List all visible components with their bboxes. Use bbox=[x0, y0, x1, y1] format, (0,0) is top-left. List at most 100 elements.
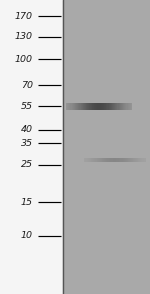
Bar bbox=[120, 103, 121, 110]
Bar bbox=[86, 158, 87, 162]
Bar bbox=[141, 158, 142, 162]
Bar bbox=[102, 103, 103, 110]
Bar bbox=[93, 103, 94, 110]
Bar bbox=[79, 103, 81, 110]
Bar bbox=[110, 158, 111, 162]
Bar bbox=[98, 103, 100, 110]
Bar bbox=[87, 103, 88, 110]
Bar bbox=[92, 103, 93, 110]
Bar bbox=[100, 158, 101, 162]
Bar bbox=[72, 103, 73, 110]
Bar bbox=[94, 158, 95, 162]
Bar bbox=[86, 103, 87, 110]
Bar bbox=[77, 103, 78, 110]
Bar bbox=[93, 158, 94, 162]
Bar bbox=[85, 103, 86, 110]
Bar bbox=[84, 158, 85, 162]
Bar bbox=[112, 158, 113, 162]
Bar bbox=[85, 158, 86, 162]
Bar bbox=[112, 103, 113, 110]
Bar bbox=[82, 103, 83, 110]
Bar bbox=[111, 158, 112, 162]
Bar bbox=[104, 103, 105, 110]
Bar bbox=[107, 103, 108, 110]
Bar bbox=[75, 103, 76, 110]
Bar bbox=[104, 158, 105, 162]
Bar bbox=[67, 103, 68, 110]
Bar bbox=[119, 103, 120, 110]
Bar bbox=[113, 158, 114, 162]
Bar bbox=[128, 158, 129, 162]
Bar bbox=[100, 103, 101, 110]
Bar bbox=[98, 158, 99, 162]
Bar bbox=[73, 103, 74, 110]
Bar bbox=[78, 103, 79, 110]
Bar bbox=[131, 103, 132, 110]
Bar bbox=[66, 103, 67, 110]
Bar bbox=[105, 103, 106, 110]
Text: 15: 15 bbox=[21, 198, 33, 207]
Bar bbox=[137, 158, 138, 162]
Text: 170: 170 bbox=[15, 12, 33, 21]
Bar bbox=[94, 103, 95, 110]
Bar bbox=[101, 158, 102, 162]
Bar bbox=[88, 103, 90, 110]
Bar bbox=[129, 103, 130, 110]
Bar bbox=[122, 103, 123, 110]
Bar bbox=[106, 158, 107, 162]
Bar bbox=[117, 103, 119, 110]
Bar bbox=[116, 103, 117, 110]
Bar bbox=[101, 103, 102, 110]
Bar bbox=[139, 158, 140, 162]
Bar bbox=[95, 158, 96, 162]
Bar bbox=[108, 158, 109, 162]
Bar bbox=[134, 158, 135, 162]
Bar bbox=[127, 158, 128, 162]
Bar bbox=[90, 103, 91, 110]
Bar bbox=[63, 0, 150, 294]
Bar bbox=[123, 103, 124, 110]
Bar bbox=[124, 103, 125, 110]
Bar bbox=[89, 158, 90, 162]
Bar bbox=[95, 103, 96, 110]
Bar bbox=[105, 158, 106, 162]
Bar bbox=[107, 158, 108, 162]
Bar bbox=[103, 158, 104, 162]
Text: 70: 70 bbox=[21, 81, 33, 90]
Bar bbox=[126, 158, 127, 162]
Bar bbox=[92, 158, 93, 162]
Bar bbox=[125, 158, 126, 162]
Text: 130: 130 bbox=[15, 32, 33, 41]
Bar bbox=[114, 103, 115, 110]
Bar bbox=[111, 103, 112, 110]
Bar bbox=[119, 158, 120, 162]
Bar bbox=[91, 158, 92, 162]
Bar bbox=[109, 158, 110, 162]
Bar bbox=[128, 103, 129, 110]
Bar bbox=[143, 158, 144, 162]
Bar bbox=[133, 158, 134, 162]
Bar bbox=[135, 158, 136, 162]
Bar bbox=[68, 103, 69, 110]
Bar bbox=[130, 103, 131, 110]
Bar bbox=[91, 103, 92, 110]
Bar bbox=[124, 158, 125, 162]
Bar bbox=[144, 158, 146, 162]
Bar bbox=[118, 158, 119, 162]
Bar bbox=[116, 158, 117, 162]
Bar bbox=[123, 158, 124, 162]
Bar bbox=[120, 158, 122, 162]
Bar bbox=[81, 103, 82, 110]
Bar bbox=[99, 158, 100, 162]
Bar bbox=[102, 158, 103, 162]
Bar bbox=[74, 103, 75, 110]
Bar bbox=[132, 158, 133, 162]
Bar bbox=[125, 103, 126, 110]
Bar bbox=[129, 158, 130, 162]
Bar bbox=[131, 158, 132, 162]
Bar bbox=[83, 103, 84, 110]
Text: 35: 35 bbox=[21, 139, 33, 148]
Text: 100: 100 bbox=[15, 55, 33, 64]
Bar bbox=[97, 103, 98, 110]
Bar bbox=[114, 158, 115, 162]
